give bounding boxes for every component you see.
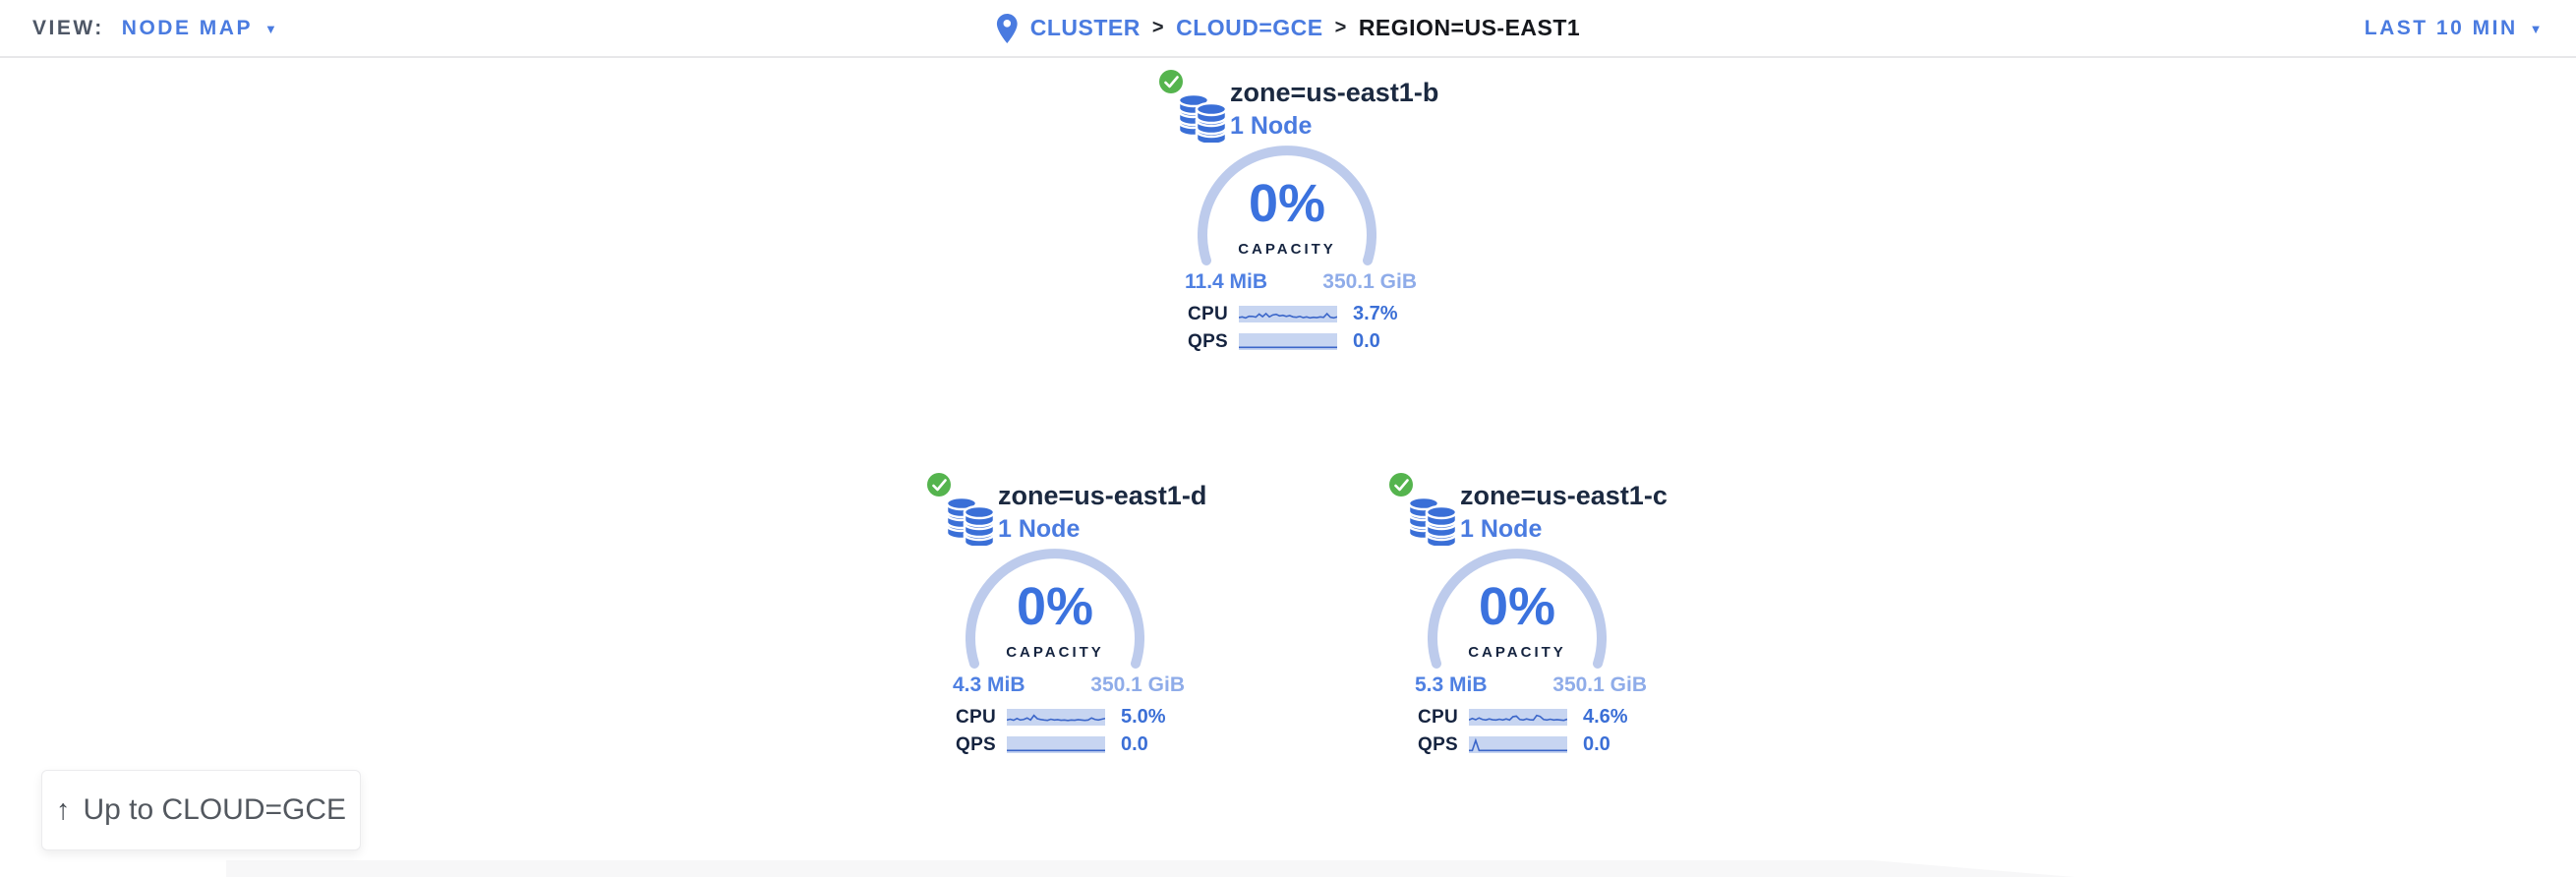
cpu-value: 3.7% [1353, 303, 1398, 324]
capacity-used: 5.3 MiB [1415, 673, 1488, 696]
zone-node-count: 1 Node [1230, 112, 1313, 140]
capacity-total: 350.1 GiB [1090, 673, 1185, 696]
capacity-used: 11.4 MiB [1185, 270, 1268, 293]
up-arrow-icon: ↑ [55, 793, 71, 826]
chevron-down-icon: ▼ [2529, 22, 2545, 36]
cpu-label: CPU [1418, 706, 1459, 728]
qps-value: 0.0 [1583, 733, 1610, 755]
breadcrumb-cloud[interactable]: CLOUD=GCE [1176, 15, 1323, 40]
capacity-gauge-arc [1428, 549, 1607, 669]
qps-label: QPS [1418, 733, 1459, 755]
qps-label: QPS [956, 733, 997, 755]
zone-icon-group [1159, 70, 1234, 145]
capacity-gauge: 0% CAPACITY [966, 549, 1144, 674]
cpu-sparkline [1007, 709, 1105, 726]
zone-name: zone=us-east1-c [1460, 481, 1668, 510]
healthy-check-icon [927, 473, 951, 497]
capacity-gauge: 0% CAPACITY [1198, 146, 1376, 271]
capacity-percent: 0% [1248, 174, 1326, 233]
qps-label: QPS [1188, 330, 1229, 352]
zone-card-us-east1-c[interactable]: zone=us-east1-c 1 Node 0% CAPACITY 5.3 M… [1374, 465, 1669, 760]
capacity-percent: 0% [1016, 577, 1094, 636]
capacity-total: 350.1 GiB [1322, 270, 1417, 293]
chevron-down-icon: ▼ [263, 22, 280, 36]
cpu-sparkline [1239, 306, 1337, 322]
database-stack-icon [945, 496, 996, 546]
time-range-value: LAST 10 MIN [2364, 16, 2518, 39]
zone-icon-group [1389, 473, 1464, 548]
healthy-check-icon [1389, 473, 1413, 497]
view-label: VIEW: [32, 16, 104, 39]
qps-sparkline [1007, 736, 1105, 753]
breadcrumb-region-current: REGION=US-EAST1 [1358, 15, 1581, 40]
zone-node-count: 1 Node [1460, 515, 1543, 543]
qps-value: 0.0 [1353, 330, 1380, 352]
up-to-cloud-button[interactable]: ↑ Up to CLOUD=GCE [41, 770, 361, 850]
view-dropdown[interactable]: NODE MAP ▼ [122, 17, 280, 40]
zone-name: zone=us-east1-b [1230, 78, 1439, 107]
database-stack-icon [1407, 496, 1458, 546]
map-land-shape [226, 860, 2075, 877]
breadcrumb-separator: > [1334, 17, 1347, 38]
qps-value: 0.0 [1121, 733, 1148, 755]
qps-sparkline [1469, 736, 1567, 753]
breadcrumb: CLUSTER > CLOUD=GCE > REGION=US-EAST1 [996, 0, 1580, 56]
zone-card-us-east1-b[interactable]: zone=us-east1-b 1 Node 0% CAPACITY 11.4 … [1143, 62, 1438, 357]
healthy-check-icon [1159, 70, 1183, 93]
up-to-cloud-button-label: Up to CLOUD=GCE [83, 793, 347, 826]
capacity-gauge-arc [1198, 146, 1376, 265]
capacity-percent: 0% [1478, 577, 1556, 636]
zone-name: zone=us-east1-d [998, 481, 1207, 510]
qps-sparkline [1239, 333, 1337, 350]
cpu-value: 5.0% [1121, 706, 1166, 728]
capacity-label: CAPACITY [1238, 241, 1336, 258]
capacity-label: CAPACITY [1006, 644, 1104, 661]
zone-icon-group [927, 473, 1002, 548]
capacity-total: 350.1 GiB [1552, 673, 1647, 696]
cpu-value: 4.6% [1583, 706, 1628, 728]
breadcrumb-cluster[interactable]: CLUSTER [1029, 15, 1141, 40]
capacity-used: 4.3 MiB [953, 673, 1025, 696]
location-pin-icon [996, 13, 1018, 43]
cpu-label: CPU [956, 706, 997, 728]
capacity-gauge: 0% CAPACITY [1428, 549, 1607, 674]
zone-node-count: 1 Node [998, 515, 1081, 543]
time-range-dropdown[interactable]: LAST 10 MIN ▼ [2365, 17, 2545, 40]
capacity-gauge-arc [966, 549, 1144, 669]
top-bar: VIEW: NODE MAP ▼ CLUSTER > CLOUD=GCE > R… [0, 0, 2576, 58]
capacity-label: CAPACITY [1468, 644, 1566, 661]
cpu-label: CPU [1188, 303, 1229, 324]
breadcrumb-separator: > [1151, 17, 1165, 38]
cpu-sparkline [1469, 709, 1567, 726]
database-stack-icon [1177, 92, 1228, 143]
view-dropdown-value: NODE MAP [121, 16, 253, 39]
view-selector-group: VIEW: NODE MAP ▼ [32, 0, 279, 56]
zone-card-us-east1-d[interactable]: zone=us-east1-d 1 Node 0% CAPACITY 4.3 M… [911, 465, 1206, 760]
